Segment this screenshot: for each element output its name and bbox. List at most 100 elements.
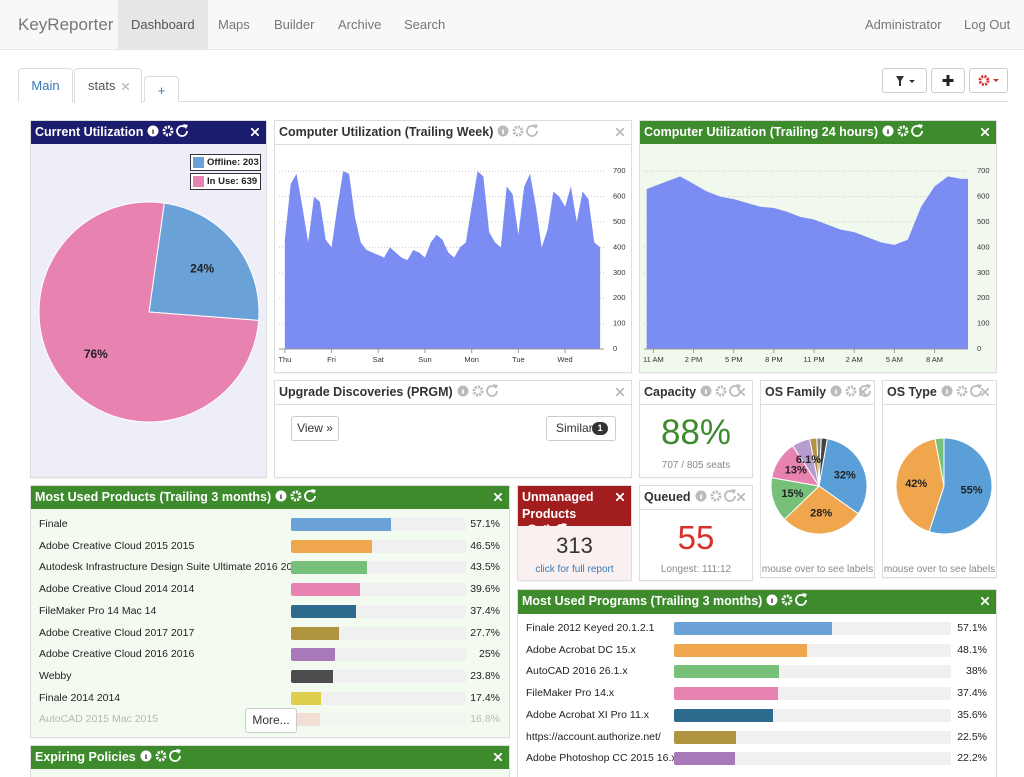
close-line xyxy=(616,493,624,501)
pie-slice xyxy=(148,202,260,321)
similar-button[interactable]: Similar 1 xyxy=(546,416,616,441)
logout[interactable]: Log Out xyxy=(964,17,1011,32)
info-glyph xyxy=(705,389,707,394)
bar-track xyxy=(291,561,466,575)
info-glyph xyxy=(771,598,774,603)
settings-button[interactable] xyxy=(969,68,1008,93)
gear-icon[interactable] xyxy=(956,385,968,397)
nav-item[interactable]: Archive xyxy=(338,17,382,32)
brand[interactable]: KeyReporter xyxy=(18,15,114,34)
close-line xyxy=(616,388,624,396)
bar-label: AutoCAD 2016 26.1.x xyxy=(526,665,628,678)
panel-title: Most Used Programs (Trailing 3 months) xyxy=(522,594,763,608)
tab-close[interactable] xyxy=(122,83,129,90)
add-button[interactable] xyxy=(931,68,965,93)
refresh-icon[interactable] xyxy=(723,490,736,502)
bar-row: Autodesk Infrastructure Design Suite Ult… xyxy=(31,560,509,576)
close-icon[interactable] xyxy=(981,597,989,605)
close-line xyxy=(981,597,989,605)
bar-label: Finale xyxy=(39,518,68,530)
bar xyxy=(674,622,833,635)
more-button[interactable]: More... xyxy=(245,708,297,733)
user-menu[interactable]: Administrator xyxy=(865,17,942,32)
nav-item[interactable]: Builder xyxy=(274,17,315,32)
refresh-arrow xyxy=(183,124,189,129)
gear-icon[interactable] xyxy=(781,594,793,606)
gear-icon[interactable] xyxy=(715,385,727,397)
y-tick-label: 300 xyxy=(977,268,990,277)
header-icons xyxy=(497,124,539,137)
slice-label: 55% xyxy=(960,484,982,496)
pie-chart: 24% 76% xyxy=(38,201,260,423)
panel-header: Computer Utilization (Trailing 24 hours) xyxy=(640,121,996,145)
gear-icon[interactable] xyxy=(845,385,857,397)
refresh-arrow xyxy=(802,593,808,598)
bar xyxy=(291,539,373,553)
bar xyxy=(291,518,391,531)
close-icon[interactable] xyxy=(494,493,502,501)
close-icon[interactable] xyxy=(616,493,624,501)
bar-label: Adobe Acrobat DC 15.x xyxy=(526,643,636,656)
bar-row: Webby 23.8% xyxy=(31,669,509,685)
gear-icon[interactable] xyxy=(472,385,484,397)
close-icon[interactable] xyxy=(981,128,989,136)
panel-title: Current Utilization xyxy=(35,125,144,139)
refresh-arrow xyxy=(736,384,742,389)
area xyxy=(646,176,968,349)
view-button[interactable]: View » xyxy=(291,416,339,441)
add-tab[interactable]: + xyxy=(144,76,179,102)
x-tick-label: 8 PM xyxy=(765,355,783,364)
gear-icon[interactable] xyxy=(162,125,174,137)
nav-item[interactable]: Dashboard xyxy=(118,0,208,49)
refresh-icon[interactable] xyxy=(526,125,539,137)
tab[interactable]: Main xyxy=(18,68,73,102)
pie-slice xyxy=(38,201,260,423)
close-icon[interactable] xyxy=(981,388,989,396)
close-icon[interactable] xyxy=(616,388,624,396)
report-link[interactable]: click for full report xyxy=(535,564,614,575)
bar-value: 22.2% xyxy=(957,752,987,765)
close-icon[interactable] xyxy=(737,493,745,501)
gear-icon[interactable] xyxy=(897,125,909,137)
gear-icon[interactable] xyxy=(290,490,302,502)
tab-active[interactable]: stats xyxy=(74,68,142,103)
close-icon[interactable] xyxy=(859,388,867,396)
refresh-icon[interactable] xyxy=(969,385,982,397)
add-tab-label: + xyxy=(157,83,166,98)
panel-title: Expiring Policies xyxy=(35,750,136,764)
bar-label: Adobe Creative Cloud 2015 2015 xyxy=(39,539,195,552)
close-icon[interactable] xyxy=(494,753,502,761)
refresh-icon[interactable] xyxy=(176,125,189,137)
gear-icon[interactable] xyxy=(155,750,167,762)
bar-row: Finale 2014 2014 17.4% xyxy=(31,691,509,707)
queued-detail: Longest: 111:12 xyxy=(660,564,732,575)
panel-title: Upgrade Discoveries (PRGM) xyxy=(279,385,453,399)
refresh-icon[interactable] xyxy=(911,125,923,137)
nav-item[interactable]: Maps xyxy=(218,17,250,32)
bar-track xyxy=(291,669,466,683)
bar-row: AutoCAD 2016 26.1.x 38% xyxy=(518,664,996,680)
refresh-icon[interactable] xyxy=(795,594,808,606)
x-tick-label: 5 PM xyxy=(725,355,743,364)
bar-track xyxy=(674,665,951,679)
nav-item[interactable]: Search xyxy=(404,17,446,32)
slice-label: 28% xyxy=(810,508,832,520)
button-label: Similar xyxy=(556,421,593,435)
bar-value: 48.1% xyxy=(957,643,987,656)
close-line xyxy=(981,388,989,396)
close-icon[interactable] xyxy=(737,388,745,396)
close-icon[interactable] xyxy=(251,128,259,136)
x-tick-label: 5 AM xyxy=(886,355,903,364)
filter-button[interactable] xyxy=(882,68,927,93)
refresh-icon[interactable] xyxy=(304,490,317,502)
bar-value: 39.6% xyxy=(470,583,500,596)
close-icon[interactable] xyxy=(616,128,624,136)
slice-label: 24% xyxy=(190,261,214,275)
bar-value: 22.5% xyxy=(957,730,987,743)
gear-icon[interactable] xyxy=(710,490,722,502)
gear-icon[interactable] xyxy=(512,125,524,137)
y-tick-label: 400 xyxy=(613,242,626,251)
refresh-icon[interactable] xyxy=(485,385,498,397)
refresh-icon[interactable] xyxy=(168,750,181,762)
x-tick-label: Thu xyxy=(278,355,291,364)
